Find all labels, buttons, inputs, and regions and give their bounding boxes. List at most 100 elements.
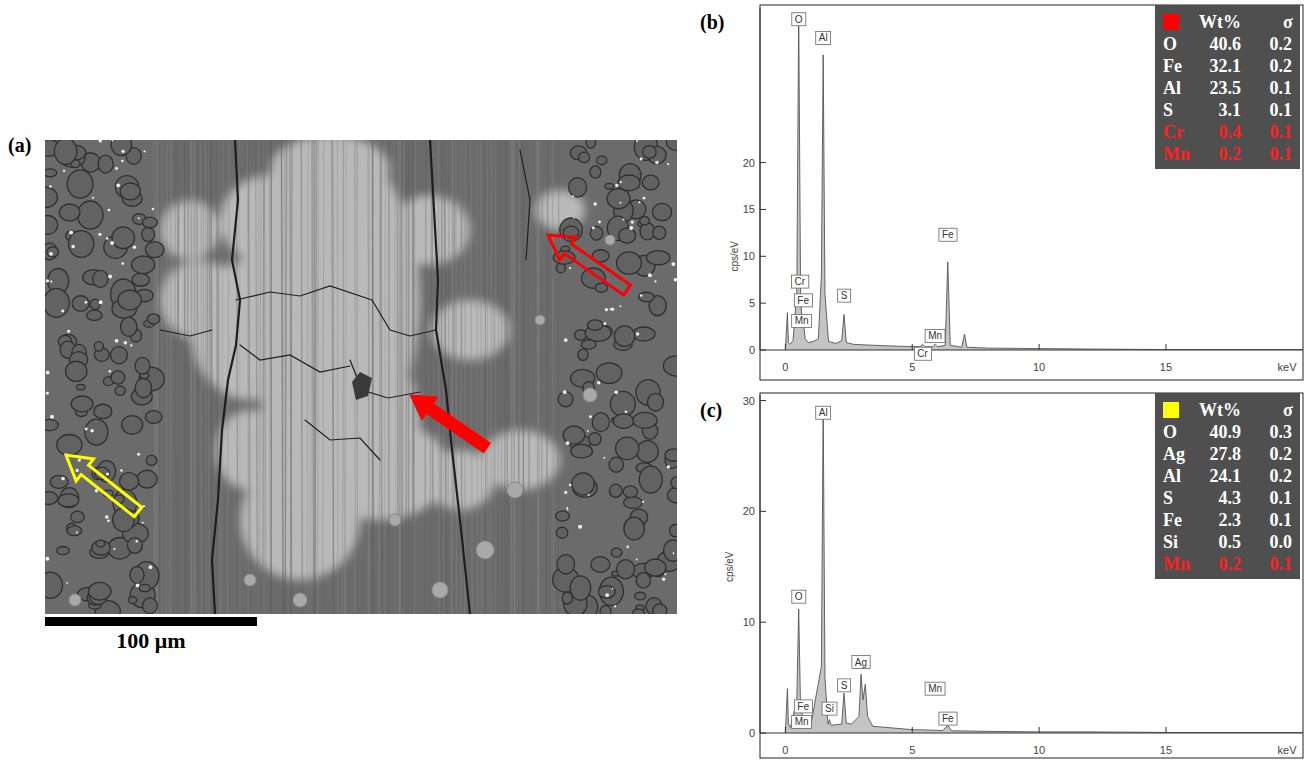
grain (67, 526, 82, 536)
grain (142, 227, 155, 241)
grain (93, 270, 108, 287)
speck (589, 415, 592, 418)
speck (605, 593, 609, 597)
panel-label: (a) (8, 134, 31, 157)
grain (636, 573, 650, 588)
sem-image (45, 140, 677, 614)
table-element: O (1163, 34, 1177, 54)
grain (65, 361, 86, 381)
x-axis-title: keV (1278, 744, 1298, 756)
table-wt: 0.2 (1219, 554, 1242, 574)
table-sigma: 0.2 (1270, 466, 1293, 486)
streak (257, 140, 258, 614)
table-swatch (1163, 14, 1179, 30)
speck (640, 158, 643, 161)
speck (631, 221, 634, 224)
grain (85, 419, 108, 445)
speck (105, 515, 108, 518)
peak-label-box (914, 347, 931, 360)
streak (542, 140, 543, 614)
y-tick-label: 30 (743, 395, 755, 407)
speck (573, 217, 575, 219)
speck (108, 209, 111, 212)
speck (121, 160, 124, 163)
streak (494, 140, 495, 614)
grain (88, 582, 111, 600)
streak (282, 140, 284, 614)
cracks (160, 140, 530, 614)
x-tick (912, 727, 913, 733)
grain (58, 494, 79, 507)
grain (45, 492, 58, 505)
speck (587, 430, 589, 432)
grain (45, 216, 58, 235)
streak (195, 140, 196, 614)
grain (639, 466, 662, 493)
table-sigma: 0.2 (1270, 56, 1293, 76)
speck (138, 217, 140, 219)
table-wt: 0.4 (1219, 122, 1242, 142)
streak (218, 140, 219, 614)
table-element: S (1163, 100, 1173, 120)
grain (146, 455, 157, 465)
peak-label-text: Mn (795, 716, 809, 727)
speck (71, 245, 74, 248)
grain (139, 584, 150, 591)
table-wt: 40.9 (1210, 422, 1242, 442)
streak (513, 140, 515, 614)
peak-label: Mn (925, 329, 945, 342)
speck (120, 469, 123, 472)
streak (523, 140, 524, 614)
streak (413, 140, 415, 614)
grain (653, 226, 666, 239)
speck (99, 140, 102, 143)
speck (116, 183, 120, 187)
speck (625, 410, 628, 413)
speck (619, 202, 621, 204)
streak (452, 140, 454, 614)
table-sigma: 0.1 (1270, 488, 1293, 508)
speck (130, 344, 132, 346)
peak-label-box (792, 590, 806, 603)
peak-label-text: Mn (928, 683, 942, 694)
data-area (785, 406, 1303, 733)
grain (598, 586, 615, 599)
streak (206, 140, 208, 614)
grain (614, 326, 635, 346)
table-element: Si (1163, 532, 1178, 552)
particle (535, 315, 545, 325)
table-header: σ (1283, 12, 1293, 32)
grain (665, 449, 677, 461)
x-tick-label: 15 (1160, 361, 1172, 373)
speck (149, 565, 153, 569)
table-sigma: 0.1 (1270, 144, 1293, 164)
table-element: O (1163, 422, 1177, 442)
streak (518, 140, 520, 614)
streak (345, 140, 347, 614)
speck (609, 308, 611, 310)
peak-label-text: Mn (928, 330, 942, 341)
table-sigma: 0.3 (1270, 422, 1293, 442)
grain (111, 140, 131, 156)
peak-label: Cr (792, 275, 809, 288)
grain (137, 470, 157, 488)
streak (312, 140, 313, 614)
grain (624, 517, 645, 540)
grain (611, 548, 622, 557)
grain (633, 412, 657, 428)
streak (537, 140, 539, 614)
speck (626, 546, 629, 549)
peak-label-box (816, 406, 831, 419)
panel-label: (b) (700, 11, 724, 34)
grain (94, 404, 112, 418)
table-sigma: 0.1 (1270, 78, 1293, 98)
streak (538, 140, 539, 614)
x-tick (785, 727, 786, 733)
streak (264, 140, 266, 614)
streak (166, 140, 168, 614)
streak (493, 140, 494, 614)
speck (46, 392, 49, 395)
table-element: Fe (1163, 56, 1182, 76)
speck (662, 577, 665, 580)
table-header: σ (1283, 400, 1293, 420)
